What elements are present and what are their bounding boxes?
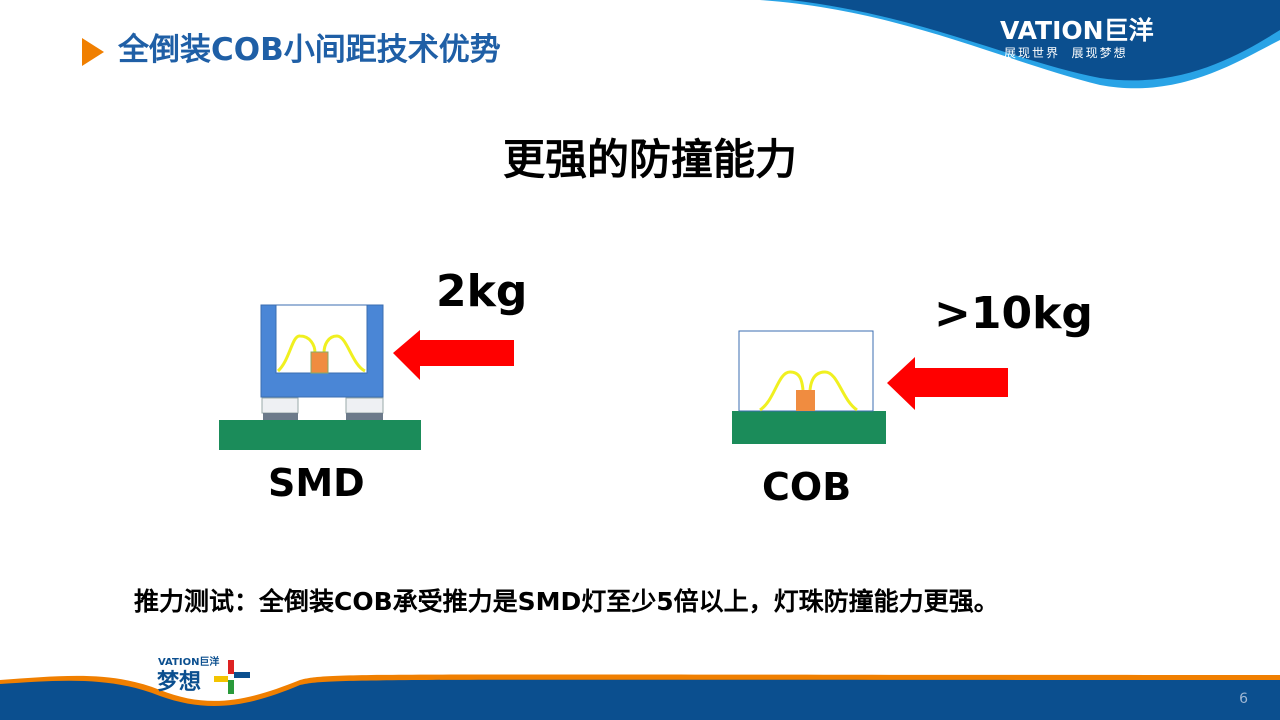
slide-subtitle: 更强的防撞能力 — [502, 135, 797, 184]
slide-title: 全倒装COB小间距技术优势 — [118, 32, 501, 68]
page-number: 6 — [1239, 691, 1248, 707]
footer-brand: VATION巨洋 — [158, 657, 220, 668]
smd-label: SMD — [268, 461, 365, 505]
bullet-triangle-icon — [82, 38, 104, 66]
test-caption: 推力测试：全倒装COB承受推力是SMD灯至少5倍以上，灯珠防撞能力更强。 — [134, 587, 999, 616]
smd-diagram — [219, 304, 514, 450]
cob-label: COB — [762, 465, 852, 509]
smd-force-label: 2kg — [436, 266, 528, 317]
brand-slogan: 展现世界 展现梦想 — [1004, 46, 1128, 60]
cob-force-label: >10kg — [934, 288, 1093, 339]
cob-diagram — [732, 330, 1008, 444]
footer-logo-cross-icon — [214, 660, 250, 694]
footer-logo-text: 梦想 — [157, 670, 202, 695]
brand-logo: VATION巨洋 — [1000, 16, 1154, 45]
